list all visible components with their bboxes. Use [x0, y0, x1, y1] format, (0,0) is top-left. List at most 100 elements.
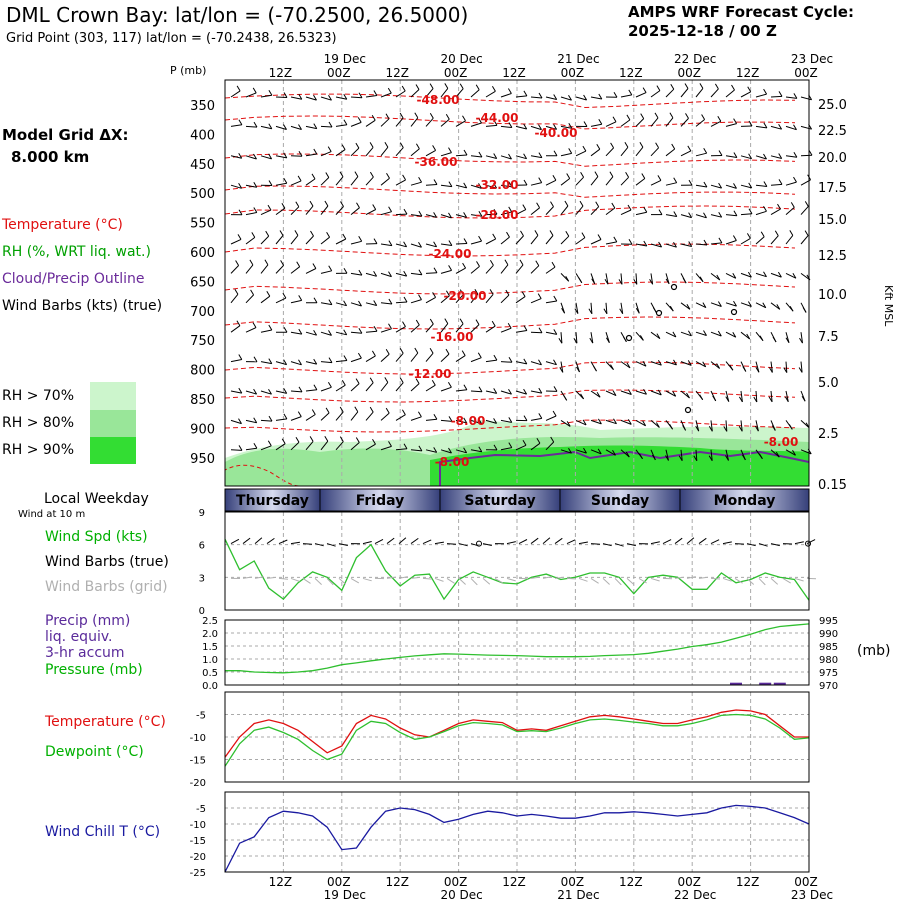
wind-barb-flag [725, 396, 730, 402]
local-weekday-label: Local Weekday [44, 491, 149, 507]
wind-barb-flag [432, 292, 437, 298]
wind-barb [245, 264, 254, 274]
wind-barb [695, 420, 700, 432]
wind-barb-flag [654, 112, 659, 119]
wind-panel-frame [224, 511, 810, 611]
wind-barb-flag [768, 396, 773, 403]
wind-barb [530, 417, 542, 421]
wind-barb-flag [685, 113, 689, 119]
wind-barb-flag [283, 124, 287, 130]
wind-barb-flag [253, 121, 258, 128]
wind-barb [680, 361, 692, 366]
wind-barb [350, 383, 360, 392]
wind-barb [710, 331, 722, 337]
wind-barb [620, 176, 629, 186]
pressure-tick-label: 400 [190, 128, 215, 143]
wind-barb-flag [326, 231, 331, 238]
wind-barb-flag [635, 308, 640, 314]
surface-wind-barb [578, 541, 588, 545]
wind-barb [755, 155, 767, 160]
wind-barb-flag [444, 318, 449, 324]
isotherm-label: -16.00 [431, 330, 474, 344]
legend-wind-barbs-grid: Wind Barbs (grid) [45, 579, 168, 595]
wind-barb-flag [708, 426, 713, 432]
wind-barb-flag [777, 203, 781, 210]
wind-barb [410, 383, 420, 392]
time-tick-top: 12Z [619, 66, 643, 80]
isotherm-label: -8.00 [451, 414, 486, 428]
wind-barb-flag [433, 241, 438, 248]
wind-barb-flag [626, 114, 631, 121]
surface-wind-barb [590, 543, 601, 545]
wind-barb-flag [403, 241, 408, 248]
cloud-outline [439, 450, 809, 486]
wind-barb-flag [253, 153, 257, 160]
wind-barb [485, 359, 497, 363]
wind-barb [725, 240, 737, 245]
legend-liq-equiv: liq. equiv. [45, 629, 113, 645]
wind-barb [275, 418, 287, 421]
precip-tick-label: 2.0 [202, 629, 218, 640]
wind-barb-flag [401, 85, 406, 92]
height-axis-title: Kft MSL [882, 285, 895, 327]
legend-temp2: Temperature (°C) [45, 714, 166, 730]
wind-barb-flag [295, 436, 300, 443]
wind-barb [680, 88, 689, 98]
wind-barb [260, 155, 272, 160]
wind-barb [470, 293, 479, 304]
isotherm-line [224, 316, 796, 330]
wind-barb-flag [582, 419, 587, 426]
wind-barb-flag [522, 440, 527, 446]
wind-barb-flag [785, 337, 790, 344]
grid-wind-barb [710, 577, 721, 580]
wind-barb [755, 210, 767, 216]
wind-barb-flag [399, 142, 404, 148]
wind-barb [335, 302, 347, 307]
wind-barb-flag [282, 292, 287, 299]
wind-barb [515, 264, 524, 274]
wind-barb-flag [703, 330, 707, 336]
wind-barb [695, 449, 698, 461]
wind-barb-flag [313, 123, 318, 129]
wind-barb [590, 390, 601, 398]
wind-barb [575, 96, 587, 101]
wind-barb-flag [313, 297, 318, 303]
wind-barb-flag [463, 384, 468, 390]
wind-barb [665, 390, 676, 397]
wind-barb [425, 323, 434, 333]
wind-barb-flag [536, 438, 541, 444]
wind-barb-flag [655, 142, 660, 149]
wind-barb-flag [328, 357, 333, 363]
wind-barb-flag [561, 307, 566, 314]
wind-barb-flag [369, 142, 374, 148]
wind-barb [485, 155, 497, 159]
wind-barb-flag [699, 276, 704, 283]
wind-barb-flag [578, 277, 583, 284]
wind-barb [770, 390, 773, 402]
wind-barb [500, 294, 510, 304]
wind-barb [575, 237, 586, 245]
wind-barb-flag [613, 91, 618, 98]
wind-barb-flag [281, 438, 286, 444]
wind-barb-flag [354, 171, 359, 177]
wind-barb-flag [447, 382, 452, 388]
wind-barb [395, 90, 406, 98]
wind-barb [275, 96, 288, 98]
wind-barb-flag [445, 290, 450, 296]
wind-barb-flag [384, 141, 389, 148]
wind-barb-flag [763, 206, 767, 212]
wind-barb-flag [265, 230, 270, 237]
precip-bar [759, 682, 772, 685]
wind-barb-flag [643, 207, 648, 213]
wind-barb-flag [283, 92, 288, 98]
date-label-top: 23 Dec [791, 52, 833, 66]
wind-barb-flag [448, 447, 452, 454]
wind-barb [560, 235, 570, 245]
wind-barb-flag [573, 337, 578, 344]
wind-barb [230, 184, 242, 189]
wind-barb-flag [784, 396, 789, 403]
wind-barb-flag [523, 179, 528, 186]
grid-wind-barb [266, 576, 276, 579]
date-label-bottom: 22 Dec [674, 888, 716, 900]
wind-barb-flag [633, 279, 638, 285]
